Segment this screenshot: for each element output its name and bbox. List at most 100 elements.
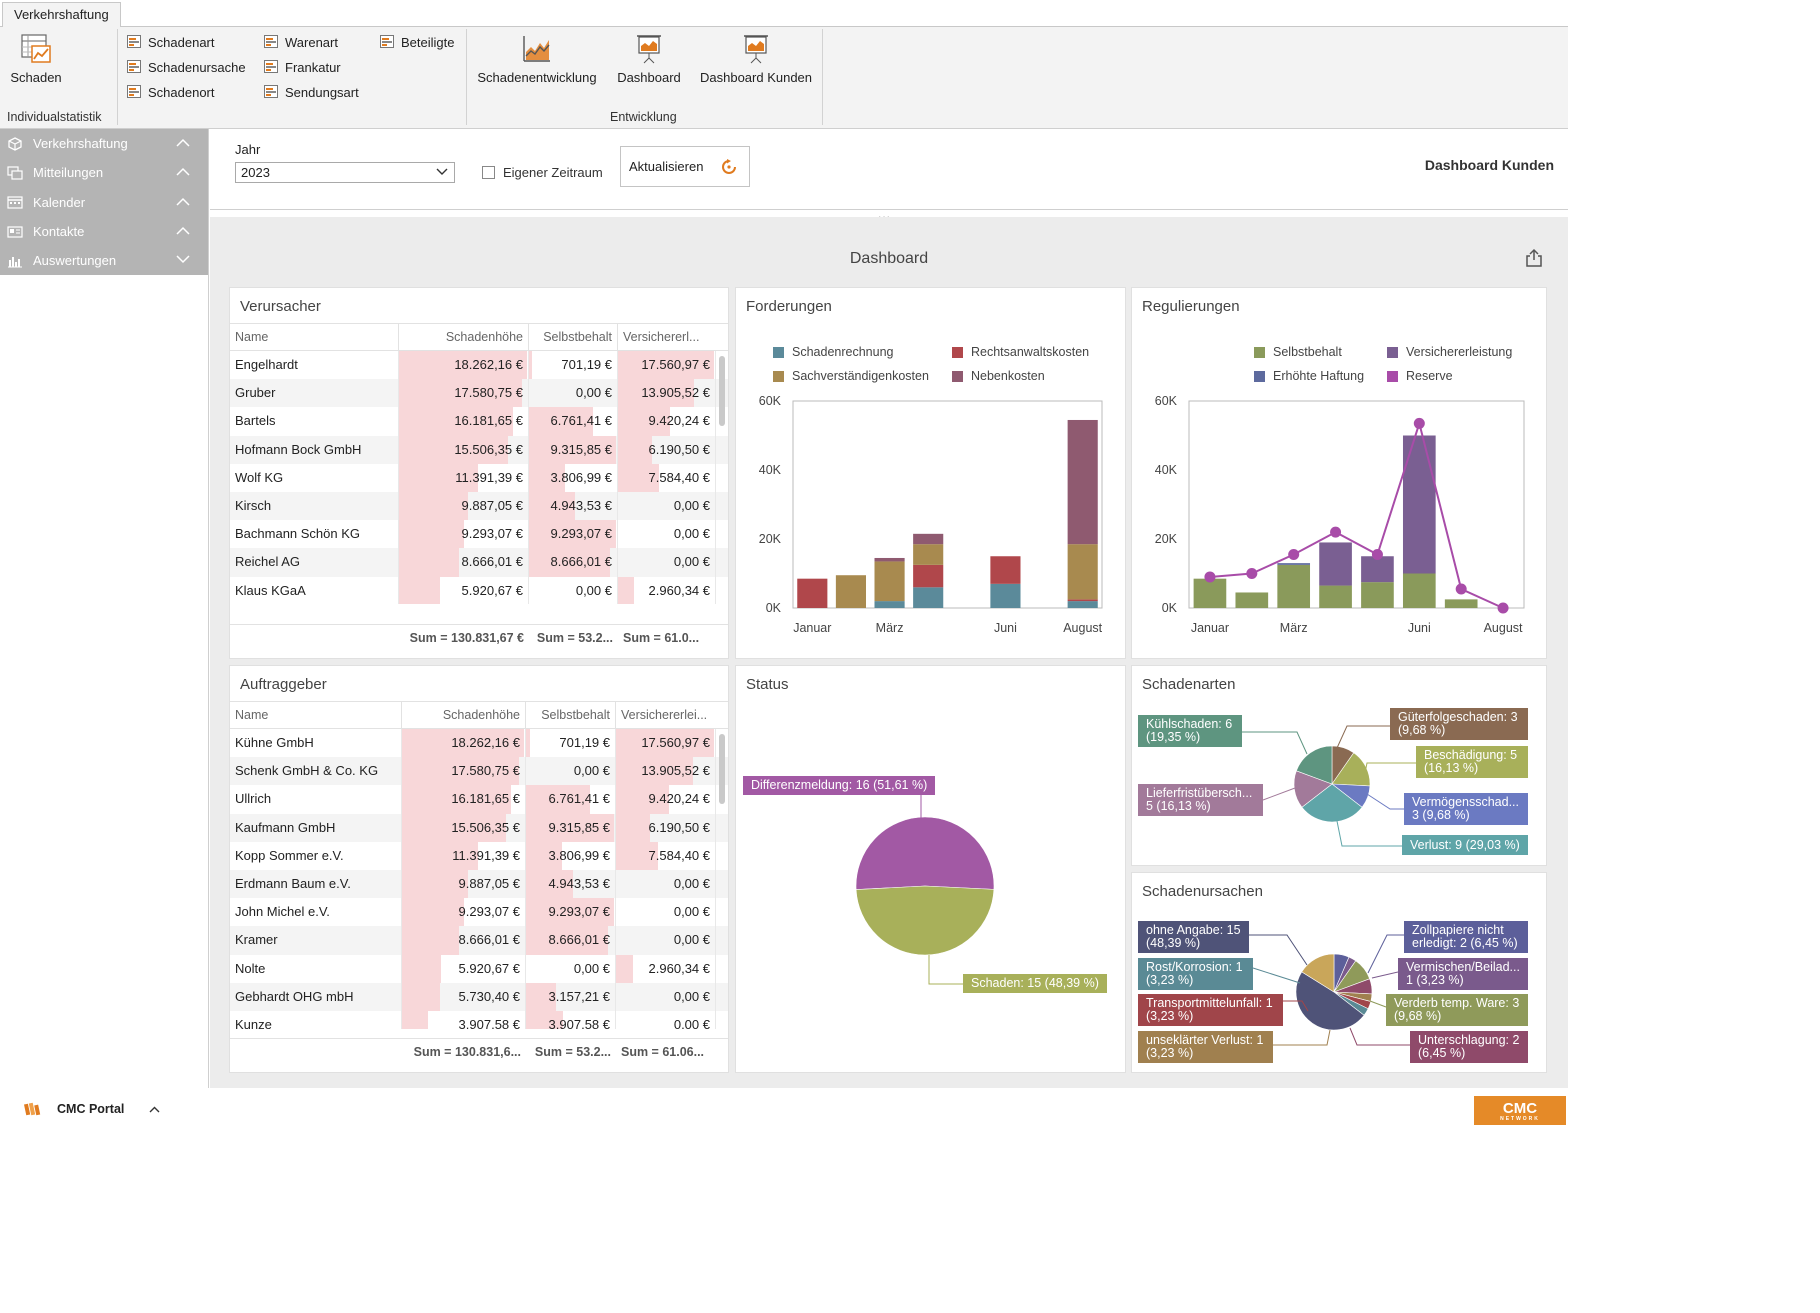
table-row[interactable]: Hofmann Bock GmbH 15.506,35 €9.315,85 €6.… <box>230 435 728 464</box>
scrollbar-thumb[interactable] <box>719 356 725 426</box>
table-row[interactable]: Gebhardt OHG mbH 5.730,40 €3.157,21 €0,00… <box>230 982 728 1011</box>
ribbon-separator <box>466 29 467 125</box>
chevron-up-icon[interactable] <box>176 167 190 176</box>
dashboard-title: Dashboard <box>849 250 929 267</box>
table-row[interactable]: Kirsch 9.887,05 €4.943,53 €0,00 € <box>230 491 728 521</box>
table-cell-name: Wolf KG <box>230 463 399 492</box>
verursacher-title: Verursacher <box>240 298 321 315</box>
column-header-schadenhoehe[interactable]: Schadenhöhe <box>399 324 529 350</box>
legend-item[interactable]: Selbstbehalt <box>1254 345 1342 359</box>
jahr-select[interactable]: 2023 <box>235 162 455 183</box>
table-row[interactable]: Gruber 17.580,75 €0,00 €13.905,52 € <box>230 379 728 408</box>
export-icon[interactable] <box>1524 248 1544 268</box>
table-row[interactable]: Kaufmann GmbH 15.506,35 €9.315,85 €6.190,… <box>230 813 728 842</box>
sidebar-item-auswertungen[interactable]: Auswertungen <box>0 246 208 275</box>
table-cell-name: Kaufmann GmbH <box>230 813 402 842</box>
schaden-statistic-icon <box>21 34 51 63</box>
pie-label-transportmittelunfall: Transportmittelunfall: 1 (3,23 %) <box>1138 994 1283 1026</box>
report-icon <box>380 35 394 48</box>
data-bar <box>402 785 511 814</box>
table-row[interactable]: Nolte 5.920,67 €0,00 €2.960,34 € <box>230 954 728 983</box>
column-header-selbstbehalt[interactable]: Selbstbehalt <box>526 702 616 728</box>
sidebar-item-kontakte[interactable]: Kontakte <box>0 217 208 246</box>
table-row[interactable]: Engelhardt 18.262,16 €701,19 €17.560,97 € <box>230 351 728 380</box>
scrollbar-thumb[interactable] <box>719 734 725 804</box>
cmc-portal-menu[interactable]: CMC Portal <box>24 1101 175 1117</box>
legend-item[interactable]: Reserve <box>1387 369 1453 383</box>
legend-swatch <box>773 346 784 358</box>
grid-body[interactable]: Kühne GmbH 18.262,16 €701,19 €17.560,97 €… <box>230 729 728 1029</box>
column-header-selbstbehalt[interactable]: Selbstbehalt <box>529 324 618 350</box>
table-cell-value: 17.560,97 € <box>618 351 716 380</box>
pie-leader-line <box>1371 971 1399 979</box>
portal-icon <box>24 1102 41 1116</box>
chevron-down-icon[interactable] <box>176 255 190 264</box>
sidebar-item-verkehrshaftung[interactable]: Verkehrshaftung <box>0 129 208 158</box>
legend-item[interactable]: Schadenrechnung <box>773 345 893 359</box>
table-row[interactable]: Ullrich 16.181,65 €6.761,41 €9.420,24 € <box>230 785 728 814</box>
eigener-zeitraum-checkbox[interactable]: Eigener Zeitraum <box>482 165 603 180</box>
chevron-up-icon[interactable] <box>176 226 190 235</box>
pie-leader-line <box>1273 1029 1331 1046</box>
sidebar-item-kalender[interactable]: Kalender <box>0 188 208 217</box>
checkbox-box[interactable] <box>482 166 495 179</box>
warenart-button[interactable]: Warenart <box>264 33 338 51</box>
line-point <box>1330 526 1342 538</box>
table-cell-value: 0,00 € <box>616 869 716 899</box>
legend-item[interactable]: Rechtsanwaltskosten <box>952 345 1089 359</box>
sidebar-item-mitteilungen[interactable]: Mitteilungen <box>0 158 208 187</box>
table-row[interactable]: Kramer 8.666,01 €8.666,01 €0,00 € <box>230 926 728 955</box>
dashboard-kunden-button[interactable]: Dashboard Kunden <box>698 34 814 85</box>
grid-body[interactable]: Engelhardt 18.262,16 €701,19 €17.560,97 €… <box>230 351 728 604</box>
data-bar <box>618 351 714 380</box>
table-cell-value: 9.420,24 € <box>618 407 716 436</box>
schadenentwicklung-button[interactable]: Schadenentwicklung <box>475 34 599 85</box>
column-header-schadenhoehe[interactable]: Schadenhöhe <box>402 702 526 728</box>
table-row[interactable]: Wolf KG 11.391,39 €3.806,99 €7.584,40 € <box>230 463 728 492</box>
table-row[interactable]: Kopp Sommer e.V. 11.391,39 €3.806,99 €7.5… <box>230 841 728 870</box>
schaden-button[interactable]: Schaden <box>8 32 64 85</box>
column-header-versichererleistung[interactable]: Versichererl... <box>623 330 700 344</box>
ribbon-tab-verkehrshaftung[interactable]: Verkehrshaftung <box>2 2 121 28</box>
chevron-up-icon[interactable] <box>176 197 190 206</box>
table-row[interactable]: Bartels 16.181,65 €6.761,41 €9.420,24 € <box>230 407 728 436</box>
dashboard-button[interactable]: Dashboard <box>613 34 685 85</box>
column-header-versichererleistung[interactable]: Versichererlei... <box>621 708 708 722</box>
legend-item[interactable]: Versichererleistung <box>1387 345 1512 359</box>
bar-segment <box>874 557 905 562</box>
legend-item[interactable]: Erhöhte Haftung <box>1254 369 1364 383</box>
table-row[interactable]: Schenk GmbH & Co. KG 17.580,75 €0,00 €13.… <box>230 757 728 786</box>
table-cell-name: Erdmann Baum e.V. <box>230 869 402 899</box>
sidebar: Verkehrshaftung Mitteilungen Kalender Ko… <box>0 129 209 1088</box>
legend-item[interactable]: Nebenkosten <box>952 369 1045 383</box>
schadenort-button[interactable]: Schadenort <box>127 83 215 101</box>
data-bar <box>399 491 469 521</box>
beteiligte-button[interactable]: Beteiligte <box>380 33 454 51</box>
table-row[interactable]: Erdmann Baum e.V. 9.887,05 €4.943,53 €0,0… <box>230 869 728 899</box>
table-row[interactable]: John Michel e.V. 9.293,07 €9.293,07 €0,00… <box>230 898 728 927</box>
table-cell-value: 9.293,07 € <box>526 898 616 927</box>
table-row[interactable]: Reichel AG 8.666,01 €8.666,01 €0,00 € <box>230 548 728 577</box>
x-tick-label: Juni <box>1408 621 1431 635</box>
frankatur-button[interactable]: Frankatur <box>264 58 341 76</box>
table-cell-value: 5.920,67 € <box>402 954 526 983</box>
data-bar <box>526 729 530 758</box>
legend-swatch <box>1387 370 1398 382</box>
column-header-name[interactable]: Name <box>230 324 399 350</box>
auftraggeber-title: Auftraggeber <box>240 676 327 693</box>
data-bar <box>526 869 573 899</box>
data-bar <box>529 520 616 549</box>
table-row[interactable]: Kühne GmbH 18.262,16 €701,19 €17.560,97 € <box>230 729 728 758</box>
sendungsart-button[interactable]: Sendungsart <box>264 83 359 101</box>
schadenursache-button[interactable]: Schadenursache <box>127 58 246 76</box>
aktualisieren-button[interactable]: Aktualisieren <box>620 146 750 187</box>
table-row[interactable]: Klaus KGaA 5.920,67 €0,00 €2.960,34 € <box>230 576 728 604</box>
table-row[interactable]: Kunze 3.907,58 €3.907,58 €0,00 € <box>230 1010 728 1029</box>
pie-leader-line <box>928 955 966 985</box>
schadenart-button[interactable]: Schadenart <box>127 33 215 51</box>
column-header-name[interactable]: Name <box>230 702 402 728</box>
legend-label: Reserve <box>1406 369 1453 383</box>
chevron-up-icon[interactable] <box>176 138 190 147</box>
table-row[interactable]: Bachmann Schön KG 9.293,07 €9.293,07 €0,0… <box>230 520 728 549</box>
legend-item[interactable]: Sachverständigenkosten <box>773 369 929 383</box>
